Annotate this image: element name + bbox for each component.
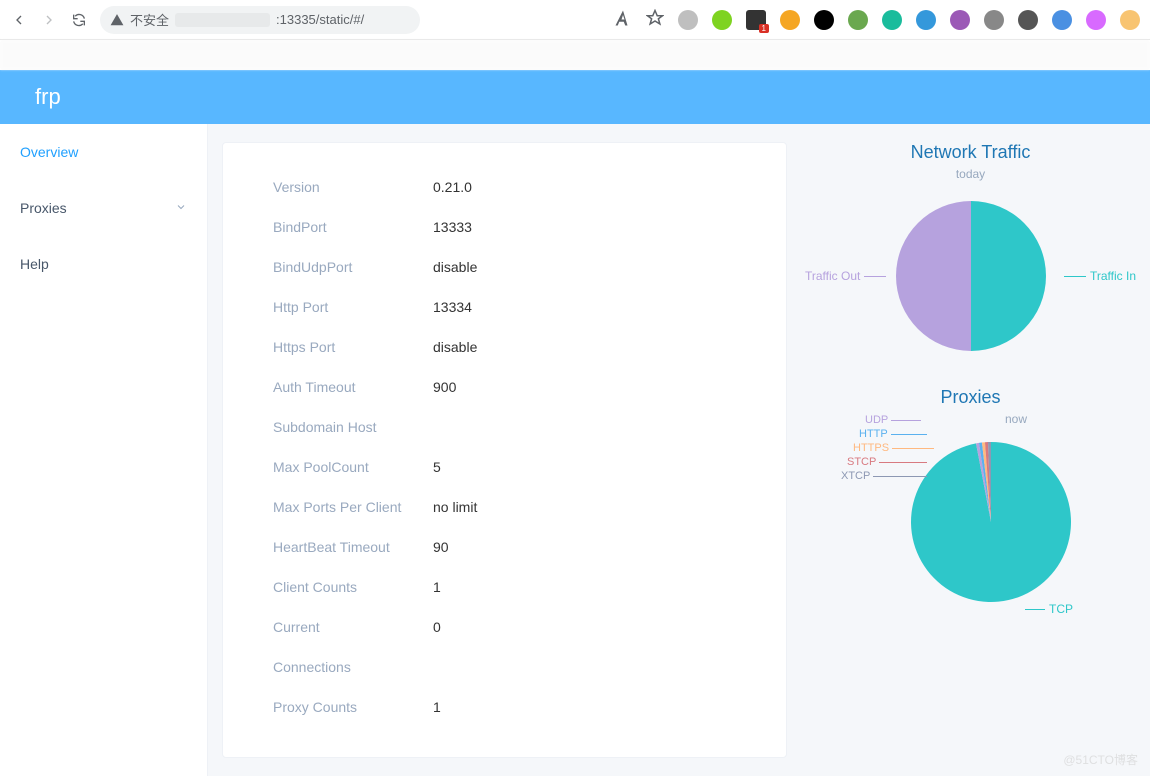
extension-icon[interactable]	[1086, 10, 1106, 30]
stat-row: BindPort13333	[273, 207, 736, 247]
security-label: 不安全	[130, 10, 169, 29]
url-host-blur	[175, 13, 270, 27]
extension-icon[interactable]	[984, 10, 1004, 30]
stat-row: Max Ports Per Clientno limit	[273, 487, 736, 527]
traffic-chart: Network Traffic today Traffic In Traffic …	[805, 142, 1136, 361]
extensions-row: 1	[614, 9, 1140, 30]
extension-icon[interactable]	[1120, 10, 1140, 30]
pie-label-traffic-in: Traffic In	[1064, 269, 1136, 283]
stat-label: Proxy Counts	[273, 699, 433, 715]
extension-icon[interactable]	[814, 10, 834, 30]
stat-label: Subdomain Host	[273, 419, 433, 435]
pie-label-xtcp: XTCP	[841, 470, 927, 482]
stat-row: Client Counts1	[273, 567, 736, 607]
stat-label: Auth Timeout	[273, 379, 433, 395]
stat-value: 13333	[433, 219, 472, 235]
bookmarks-bar	[0, 40, 1150, 70]
chart-title: Network Traffic	[805, 142, 1136, 163]
forward-button[interactable]	[40, 11, 58, 29]
extension-icon[interactable]	[848, 10, 868, 30]
reload-button[interactable]	[70, 11, 88, 29]
stat-row: Version0.21.0	[273, 167, 736, 207]
watermark: @51CTO博客	[1063, 751, 1138, 768]
stat-row: BindUdpPortdisable	[273, 247, 736, 287]
pie-label-udp: UDP	[865, 414, 921, 426]
chevron-down-icon	[175, 200, 187, 216]
extension-icon[interactable]: 1	[746, 10, 766, 30]
stat-value: disable	[433, 339, 477, 355]
stat-label: BindUdpPort	[273, 259, 433, 275]
stat-value: 13334	[433, 299, 472, 315]
sidebar-item-help[interactable]: Help	[0, 236, 207, 292]
bookmark-star-icon[interactable]	[646, 9, 664, 30]
translate-icon[interactable]	[614, 9, 632, 30]
stat-value: 1	[433, 699, 441, 715]
stat-row: Proxy Counts1	[273, 687, 736, 727]
stat-value: 900	[433, 379, 456, 395]
extension-icon[interactable]	[678, 10, 698, 30]
sidebar-item-label: Help	[20, 256, 49, 272]
stat-value: 90	[433, 539, 449, 555]
stat-value: disable	[433, 259, 477, 275]
stat-label: Version	[273, 179, 433, 195]
sidebar-item-label: Overview	[20, 144, 78, 160]
stat-row: HeartBeat Timeout90	[273, 527, 736, 567]
stat-label: Current	[273, 619, 433, 635]
stat-row: Max PoolCount5	[273, 447, 736, 487]
pie-label-tcp: TCP	[1025, 602, 1073, 616]
stat-label: BindPort	[273, 219, 433, 235]
chart-subtitle: now	[1005, 412, 1027, 426]
back-button[interactable]	[10, 11, 28, 29]
stat-row: Https Portdisable	[273, 327, 736, 367]
sidebar-item-label: Proxies	[20, 200, 67, 216]
proxies-chart: Proxies now UDP HTTP HTTPS STCP XTCP TCP	[805, 387, 1136, 622]
extension-icon[interactable]	[916, 10, 936, 30]
extension-icon[interactable]	[882, 10, 902, 30]
stat-row: Auth Timeout900	[273, 367, 736, 407]
stat-value: no limit	[433, 499, 477, 515]
browser-chrome: 不安全 :13335/static/#/ 1	[0, 0, 1150, 40]
stat-row: Current0	[273, 607, 736, 647]
sidebar-item-overview[interactable]: Overview	[0, 124, 207, 180]
url-bar[interactable]: 不安全 :13335/static/#/	[100, 6, 420, 34]
pie-label-traffic-out: Traffic Out	[805, 269, 886, 283]
chart-title: Proxies	[805, 387, 1136, 408]
app-header: frp	[0, 70, 1150, 124]
chart-subtitle: today	[805, 167, 1136, 181]
sidebar-item-proxies[interactable]: Proxies	[0, 180, 207, 236]
extension-icon[interactable]	[950, 10, 970, 30]
extension-icon[interactable]	[712, 10, 732, 30]
stat-value: 0.21.0	[433, 179, 472, 195]
sidebar: Overview Proxies Help	[0, 124, 208, 776]
stat-value: 5	[433, 459, 441, 475]
stat-label: Client Counts	[273, 579, 433, 595]
url-path: :13335/static/#/	[276, 12, 364, 27]
stat-label: Max Ports Per Client	[273, 499, 433, 515]
pie-slice-traffic-out	[896, 201, 971, 351]
pie-slice-traffic-in	[971, 201, 1046, 351]
stat-row: Connections	[273, 647, 736, 687]
stats-card: Version0.21.0BindPort13333BindUdpPortdis…	[222, 142, 787, 758]
stat-label: Connections	[273, 659, 433, 675]
extension-icon[interactable]	[1052, 10, 1072, 30]
stat-row: Subdomain Host	[273, 407, 736, 447]
extension-icon[interactable]	[780, 10, 800, 30]
extension-icon[interactable]	[1018, 10, 1038, 30]
pie-label-stcp: STCP	[847, 456, 927, 468]
insecure-icon	[110, 13, 124, 27]
pie-label-http: HTTP	[859, 428, 927, 440]
stat-label: HeartBeat Timeout	[273, 539, 433, 555]
stat-label: Https Port	[273, 339, 433, 355]
stat-value: 1	[433, 579, 441, 595]
pie-label-https: HTTPS	[853, 442, 934, 454]
stat-label: Max PoolCount	[273, 459, 433, 475]
app-title: frp	[35, 84, 61, 110]
stat-row: Http Port13334	[273, 287, 736, 327]
stat-value: 0	[433, 619, 441, 635]
stat-label: Http Port	[273, 299, 433, 315]
